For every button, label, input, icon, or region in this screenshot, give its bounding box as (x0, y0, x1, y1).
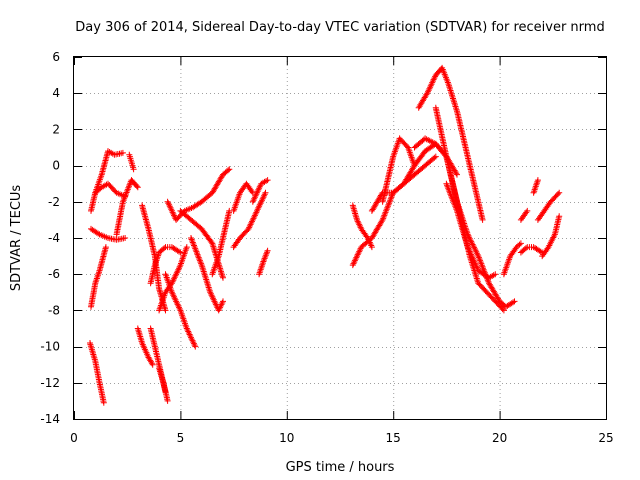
series-markers (134, 325, 156, 368)
x-tick-label: 15 (386, 431, 401, 445)
y-tick-label: -4 (48, 231, 60, 245)
series-markers (530, 177, 541, 196)
series-markers (432, 104, 518, 310)
chart-title: Day 306 of 2014, Sidereal Day-to-day VTE… (75, 20, 604, 35)
series-markers (539, 213, 563, 260)
x-tick-label: 20 (492, 431, 507, 445)
series-markers (188, 235, 226, 314)
series-markers (500, 240, 524, 278)
series-markers (230, 189, 269, 251)
series-track-34 (530, 177, 541, 196)
series-markers (88, 244, 109, 310)
series-markers (126, 151, 137, 173)
series-markers (517, 207, 531, 223)
series-track-26 (379, 135, 418, 205)
x-tick-label: 0 (70, 431, 78, 445)
y-tick-label: -10 (40, 340, 60, 354)
series-track-14 (156, 244, 190, 314)
series-track-35 (534, 189, 563, 223)
series-track-1 (87, 340, 107, 406)
series-track-13 (162, 271, 199, 350)
series-markers (349, 140, 460, 269)
y-tick-label: -2 (48, 195, 60, 209)
series-track-8 (134, 325, 156, 368)
series-markers (443, 180, 499, 281)
series-markers (230, 180, 256, 214)
series-markers (164, 166, 233, 223)
series-track-22 (256, 247, 271, 278)
series-track-20 (230, 189, 269, 251)
series-markers (87, 340, 107, 406)
series-track-11 (156, 365, 171, 404)
y-tick-label: 0 (52, 159, 60, 173)
tick-labels: 0 5 10 15 20 25 -14 -12 -10 -8 -6 -4 -2 0 2 4 6 (40, 50, 613, 445)
series-track-32 (517, 244, 546, 256)
series-markers (256, 247, 271, 278)
series-track-30 (443, 180, 499, 281)
x-tick-label: 5 (177, 431, 185, 445)
series-markers (249, 177, 271, 205)
series-markers (368, 153, 439, 214)
y-tick-label: 6 (52, 50, 60, 64)
series-track-12 (147, 244, 184, 287)
series-track-15 (164, 166, 233, 223)
y-tick-label: -8 (48, 303, 60, 317)
series-markers (162, 271, 199, 350)
series-markers (517, 244, 546, 256)
series-track-17 (188, 235, 226, 314)
series-track-19 (230, 180, 256, 214)
y-tick-label: 4 (52, 86, 60, 100)
data-series (87, 64, 563, 406)
series-track-7 (126, 151, 137, 173)
series-markers (534, 189, 563, 223)
y-axis-label: SDTVAR / TECUs (9, 185, 24, 292)
y-tick-label: -14 (40, 412, 60, 426)
series-track-6 (113, 177, 141, 238)
series-markers (379, 135, 418, 205)
series-track-31 (500, 240, 524, 278)
series-track-21 (249, 177, 271, 205)
series-track-33 (517, 207, 531, 223)
x-axis-label: GPS time / hours (286, 460, 395, 475)
series-track-29 (432, 104, 518, 310)
series-track-2 (88, 244, 109, 310)
series-markers (209, 207, 233, 278)
series-markers (113, 177, 141, 238)
series-markers (156, 365, 171, 404)
series-track-28 (415, 64, 486, 223)
series-track-25 (368, 153, 439, 214)
x-tick-label: 25 (598, 431, 613, 445)
series-markers (156, 244, 190, 314)
x-tick-label: 10 (279, 431, 294, 445)
y-tick-label: -6 (48, 267, 60, 281)
plot-frame (73, 56, 607, 420)
series-markers (88, 148, 126, 214)
series-track-3 (88, 148, 126, 214)
series-track-36 (539, 213, 563, 260)
series-markers (92, 180, 129, 200)
series-track-24 (349, 140, 460, 269)
y-tick-label: -12 (40, 376, 60, 390)
series-markers (88, 225, 129, 243)
series-track-4 (88, 225, 129, 243)
series-markers (415, 64, 486, 223)
series-markers (147, 244, 184, 287)
series-track-5 (92, 180, 129, 200)
y-tick-label: 2 (52, 122, 60, 136)
series-track-18 (209, 207, 233, 278)
